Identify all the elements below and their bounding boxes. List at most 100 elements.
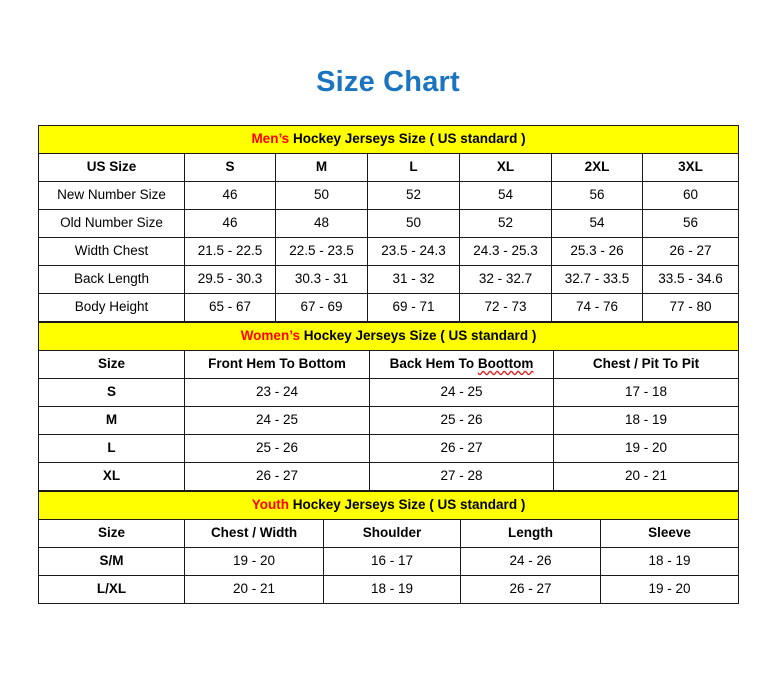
table-cell: 25 - 26 [369, 406, 554, 435]
womens-banner-rest: Hockey Jerseys Size ( US standard ) [299, 328, 537, 344]
table-cell: 72 - 73 [459, 293, 552, 322]
row-label: Body Height [38, 293, 185, 322]
youth-col-header: Size [38, 519, 185, 548]
row-label: S/M [38, 547, 185, 576]
mens-section-banner: Men’s Hockey Jerseys Size ( US standard … [38, 125, 739, 154]
table-row: S/M 19 - 20 16 - 17 24 - 26 18 - 19 [38, 547, 740, 576]
womens-size-table: Women’s Hockey Jerseys Size ( US standar… [38, 322, 739, 491]
mens-col-header: S [184, 153, 276, 182]
mens-col-header: 2XL [551, 153, 643, 182]
youth-section-banner: Youth Hockey Jerseys Size ( US standard … [37, 491, 740, 520]
row-label: Width Chest [38, 237, 185, 266]
womens-col-header: Chest / Pit To Pit [553, 350, 739, 379]
table-cell: 24 - 25 [369, 378, 554, 407]
table-cell: 19 - 20 [553, 434, 739, 463]
youth-band-row: Youth Hockey Jerseys Size ( US standard … [37, 491, 740, 520]
table-cell: 30.3 - 31 [275, 265, 368, 294]
spellcheck-underlined-word: Boottom [477, 356, 534, 372]
table-cell: 26 - 27 [369, 434, 554, 463]
table-cell: 31 - 32 [367, 265, 460, 294]
table-row: L/XL 20 - 21 18 - 19 26 - 27 19 - 20 [38, 575, 740, 604]
table-cell: 67 - 69 [275, 293, 368, 322]
table-cell: 52 [367, 181, 460, 210]
youth-col-header: Length [460, 519, 601, 548]
mens-banner-rest: Hockey Jerseys Size ( US standard ) [289, 131, 526, 147]
size-tables-container: Men’s Hockey Jerseys Size ( US standard … [37, 125, 740, 604]
table-cell: 54 [459, 181, 552, 210]
mens-size-table: Men’s Hockey Jerseys Size ( US standard … [38, 125, 739, 322]
row-label: L/XL [38, 575, 185, 604]
table-cell: 23 - 24 [184, 378, 370, 407]
womens-col-header-misspelled: Back Hem To Boottom [369, 350, 554, 379]
table-cell: 25 - 26 [184, 434, 370, 463]
table-cell: 32 - 32.7 [459, 265, 552, 294]
row-label: Back Length [38, 265, 185, 294]
table-cell: 18 - 19 [323, 575, 461, 604]
mens-header-row: US Size S M L XL 2XL 3XL [38, 153, 739, 182]
table-cell: 50 [367, 209, 460, 238]
table-cell: 16 - 17 [323, 547, 461, 576]
table-cell: 17 - 18 [553, 378, 739, 407]
table-cell: 48 [275, 209, 368, 238]
row-label: S [38, 378, 185, 407]
table-cell: 77 - 80 [642, 293, 739, 322]
table-cell: 24 - 25 [184, 406, 370, 435]
mens-col-header: US Size [38, 153, 185, 182]
table-cell: 18 - 19 [553, 406, 739, 435]
table-cell: 23.5 - 24.3 [367, 237, 460, 266]
table-row: Back Length 29.5 - 30.3 30.3 - 31 31 - 3… [38, 265, 739, 294]
table-cell: 22.5 - 23.5 [275, 237, 368, 266]
table-cell: 20 - 21 [553, 462, 739, 491]
table-cell: 24.3 - 25.3 [459, 237, 552, 266]
row-label: Old Number Size [38, 209, 185, 238]
table-cell: 20 - 21 [184, 575, 324, 604]
womens-col-header: Size [38, 350, 185, 379]
youth-header-row: Size Chest / Width Shoulder Length Sleev… [38, 519, 740, 548]
table-cell: 60 [642, 181, 739, 210]
row-label: M [38, 406, 185, 435]
mens-col-header: L [367, 153, 460, 182]
table-cell: 19 - 20 [599, 575, 740, 604]
table-cell: 54 [551, 209, 643, 238]
table-cell: 26 - 27 [642, 237, 739, 266]
youth-col-header: Sleeve [599, 519, 740, 548]
mens-col-header: XL [459, 153, 552, 182]
table-cell: 56 [642, 209, 739, 238]
table-cell: 65 - 67 [184, 293, 276, 322]
table-cell: 27 - 28 [369, 462, 554, 491]
table-cell: 46 [184, 209, 276, 238]
table-row: Body Height 65 - 67 67 - 69 69 - 71 72 -… [38, 293, 739, 322]
mens-band-row: Men’s Hockey Jerseys Size ( US standard … [38, 125, 739, 154]
table-cell: 33.5 - 34.6 [642, 265, 739, 294]
page-title: Size Chart [316, 66, 460, 98]
youth-col-header: Chest / Width [184, 519, 324, 548]
table-row: L 25 - 26 26 - 27 19 - 20 [38, 434, 739, 463]
mens-banner-highlight: Men’s [251, 131, 290, 147]
table-cell: 18 - 19 [599, 547, 740, 576]
table-row: XL 26 - 27 27 - 28 20 - 21 [38, 462, 739, 491]
table-row: M 24 - 25 25 - 26 18 - 19 [38, 406, 739, 435]
table-cell: 52 [459, 209, 552, 238]
womens-band-row: Women’s Hockey Jerseys Size ( US standar… [38, 322, 739, 351]
table-cell: 26 - 27 [184, 462, 370, 491]
table-cell: 74 - 76 [551, 293, 643, 322]
womens-header-row: Size Front Hem To Bottom Back Hem To Boo… [38, 350, 739, 379]
womens-col-header: Front Hem To Bottom [184, 350, 370, 379]
womens-col-header-prefix: Back Hem To [389, 356, 478, 372]
table-cell: 46 [184, 181, 276, 210]
youth-banner-rest: Hockey Jerseys Size ( US standard ) [288, 497, 526, 513]
table-cell: 24 - 26 [460, 547, 601, 576]
table-cell: 25.3 - 26 [551, 237, 643, 266]
table-cell: 26 - 27 [460, 575, 601, 604]
mens-col-header: 3XL [642, 153, 739, 182]
table-row: New Number Size 46 50 52 54 56 60 [38, 181, 739, 210]
table-cell: 56 [551, 181, 643, 210]
table-row: Width Chest 21.5 - 22.5 22.5 - 23.5 23.5… [38, 237, 739, 266]
youth-size-table: Youth Hockey Jerseys Size ( US standard … [37, 491, 740, 604]
table-cell: 32.7 - 33.5 [551, 265, 643, 294]
table-cell: 50 [275, 181, 368, 210]
table-row: Old Number Size 46 48 50 52 54 56 [38, 209, 739, 238]
youth-col-header: Shoulder [323, 519, 461, 548]
mens-col-header: M [275, 153, 368, 182]
